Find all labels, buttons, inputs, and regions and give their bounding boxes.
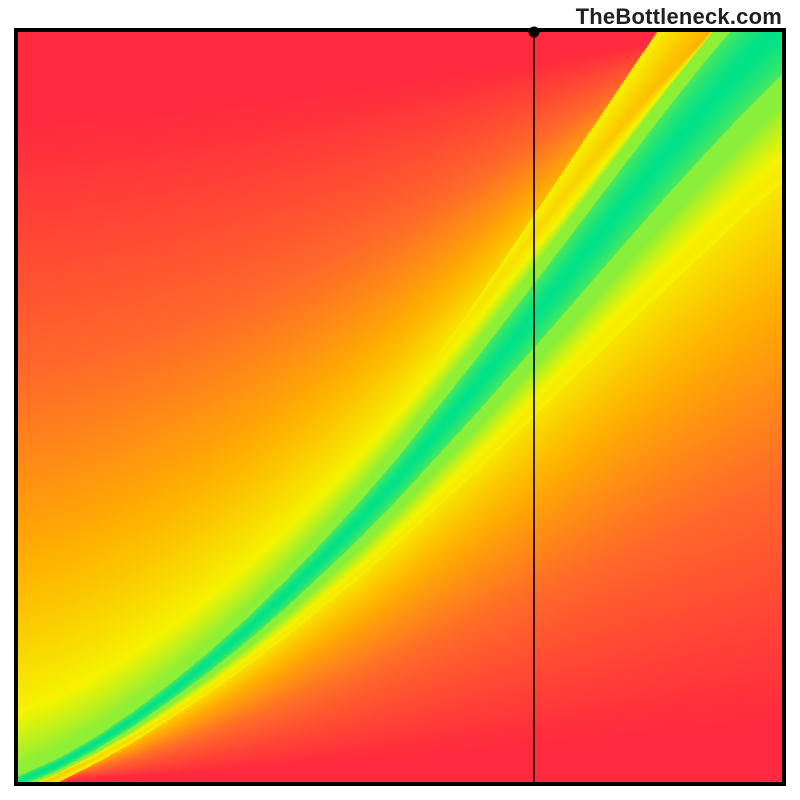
heatmap-canvas <box>18 32 782 782</box>
watermark-text: TheBottleneck.com <box>576 4 782 30</box>
plot-frame <box>14 28 786 786</box>
figure-root: TheBottleneck.com <box>0 0 800 800</box>
marker-dot <box>529 27 540 38</box>
vertical-reference-line <box>533 32 535 782</box>
